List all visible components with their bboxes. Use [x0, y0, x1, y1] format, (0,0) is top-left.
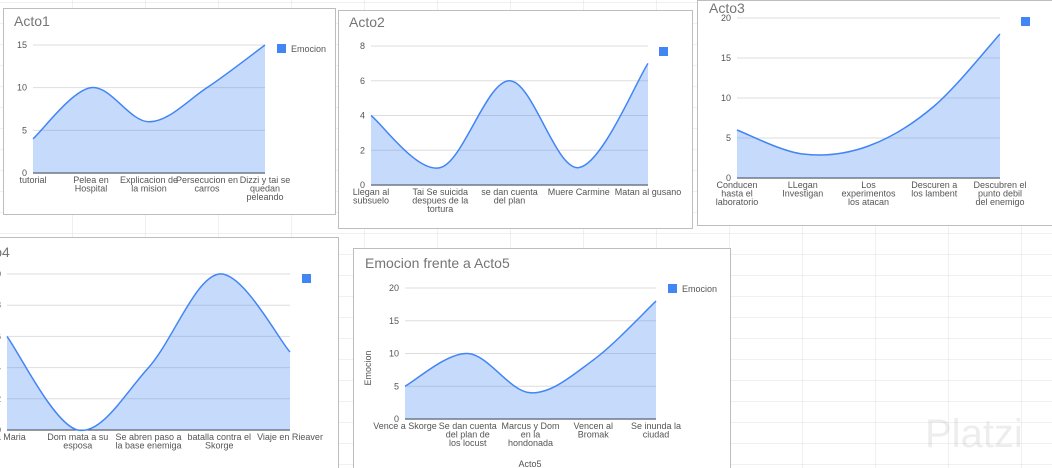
- x-tick-label: Muere Carmine: [548, 187, 610, 197]
- y-tick-label: 15: [721, 53, 731, 63]
- legend-marker: [277, 44, 286, 53]
- x-tick-label: Llegan al subsuelo: [353, 187, 390, 206]
- y-tick-label: 0: [22, 168, 27, 178]
- watermark: Platzi: [925, 412, 1023, 456]
- x-tick-label: Matan al gusano: [615, 187, 682, 197]
- y-tick-label: 5: [726, 133, 731, 143]
- line: [6, 273, 291, 432]
- y-tick-label: 8: [0, 300, 1, 310]
- chart-panel: Acto4 0 2 4 6 8 10 n a Maria Dom mata a suesposa…: [0, 237, 339, 468]
- x-tick-label: LLegan Investigan: [782, 180, 823, 199]
- x-tick-label: Dom mata a su esposa: [47, 432, 108, 451]
- x-tick-label: Dizzi y tai se quedan peleando: [240, 175, 291, 202]
- area: [7, 273, 290, 431]
- line: [32, 44, 266, 140]
- x-tick-label: tutorial: [19, 175, 46, 185]
- line: [404, 300, 657, 394]
- y-tick-label: 0: [360, 180, 365, 190]
- y-tick-label: 5: [394, 381, 399, 391]
- area: [371, 63, 648, 185]
- x-tick-label: se dan cuenta del plan: [481, 187, 538, 206]
- x-tick-label: Pelea en Hospital: [73, 175, 109, 194]
- y-tick-label: 0: [394, 414, 399, 424]
- x-tick-label: batalla contra el Skorge: [187, 432, 251, 451]
- y-tick-label: 6: [0, 331, 1, 341]
- panel-background: [353, 248, 731, 468]
- x-tick-label: Se abren paso a la base enemiga: [115, 432, 181, 451]
- chart-panel: Acto1 0 5 10 15 tutorial Pelea en Hospital Expli…: [3, 8, 336, 215]
- y-tick-label: 2: [0, 394, 1, 404]
- x-tick-label: Marcus y Dom en la hondonada: [501, 421, 559, 448]
- y-tick-label: 6: [360, 76, 365, 86]
- area: [405, 301, 656, 419]
- y-axis-label: Emocion: [363, 350, 373, 385]
- x-tick-label: Vencen al Bromak: [573, 421, 613, 440]
- chart-title: Acto4: [0, 244, 10, 260]
- x-tick-label: Se inunda la ciudad: [631, 421, 681, 440]
- x-tick-label: n a Maria: [0, 432, 26, 442]
- chart-panel: Acto2 0 2 4 6 8 Llegan al subsuelo Tai Se suicid…: [338, 10, 693, 229]
- legend-marker: [1021, 17, 1030, 26]
- line: [370, 62, 649, 169]
- chart-panel: Emocion frente a Acto5 0 5 10 15 20 Vence a Sk…: [353, 248, 731, 468]
- y-tick-label: 10: [0, 269, 1, 279]
- legend-label: Emocion: [291, 44, 326, 54]
- chart-title: Emocion frente a Acto5: [365, 255, 510, 271]
- x-tick-label: Los experimentos los atacan: [841, 180, 896, 207]
- x-axis-label: Acto5: [518, 459, 541, 468]
- legend-marker: [302, 274, 311, 283]
- y-tick-label: 4: [360, 111, 365, 121]
- panel-background: [697, 0, 1052, 226]
- x-tick-label: Descubren el punto debil del enemigo: [973, 180, 1026, 207]
- y-tick-label: 10: [721, 93, 731, 103]
- legend-marker: [659, 47, 668, 56]
- panel-background: [338, 10, 693, 229]
- y-tick-label: 5: [22, 125, 27, 135]
- y-tick-label: 2: [360, 145, 365, 155]
- legend-marker: [668, 284, 677, 293]
- y-tick-label: 15: [389, 316, 399, 326]
- y-tick-label: 20: [721, 13, 731, 23]
- x-tick-label: Persecucion en carros: [176, 175, 238, 194]
- x-tick-label: Viaje en Rieaver: [257, 432, 323, 442]
- x-tick-label: Se dan cuenta del plan de los locust: [439, 421, 497, 448]
- y-tick-label: 15: [17, 40, 27, 50]
- legend-label: Emocion: [682, 284, 717, 294]
- chart-title: Acto3: [709, 0, 745, 16]
- chart-title: Acto1: [14, 13, 50, 29]
- chart-title: Acto2: [349, 14, 385, 30]
- y-tick-label: 10: [17, 83, 27, 93]
- y-tick-label: 10: [389, 349, 399, 359]
- chart-panel: Acto3 0 5 10 15 20 Conducen hasta el laboratorio…: [697, 0, 1052, 226]
- y-tick-label: 4: [0, 363, 1, 373]
- y-tick-label: 8: [360, 41, 365, 51]
- y-tick-label: 0: [726, 173, 731, 183]
- x-tick-label: Descuren a los lambent: [911, 180, 958, 199]
- line: [736, 33, 1001, 156]
- x-tick-label: Explicacion de la mision: [120, 175, 178, 194]
- y-tick-label: 20: [389, 283, 399, 293]
- area: [737, 34, 1000, 178]
- area: [33, 45, 265, 173]
- x-tick-label: Vence a Skorge: [373, 421, 437, 431]
- x-tick-label: Tai Se suicida despues de la tortura: [412, 187, 468, 214]
- x-tick-label: Conducen hasta el laboratorio: [716, 180, 759, 207]
- y-tick-label: 0: [0, 425, 1, 435]
